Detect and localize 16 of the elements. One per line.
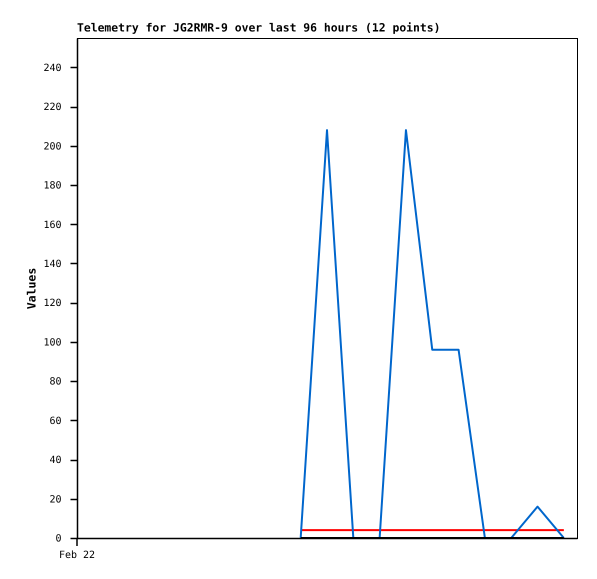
y-tick-label: 0 xyxy=(55,534,62,544)
y-tick-label: 220 xyxy=(43,102,62,114)
y-tick-label: 40 xyxy=(49,455,62,466)
y-tick-label: 140 xyxy=(43,258,62,270)
y-tick-label: 60 xyxy=(49,416,62,427)
y-tick-label: 240 xyxy=(43,62,62,74)
y-tick-label: 180 xyxy=(43,180,62,192)
chart-title: Telemetry for JG2RMR-9 over last 96 hours (12 points) xyxy=(77,20,440,35)
y-tick-label: 100 xyxy=(43,337,62,348)
y-tick-label: 80 xyxy=(49,376,62,388)
y-tick-label: 200 xyxy=(43,141,62,152)
y-axis-title: Values xyxy=(24,268,38,310)
text: Feb 22 xyxy=(58,550,96,561)
y-tick-label: 120 xyxy=(43,298,62,310)
y-tick-label: 20 xyxy=(49,494,62,506)
y-tick-label: 160 xyxy=(43,220,62,231)
